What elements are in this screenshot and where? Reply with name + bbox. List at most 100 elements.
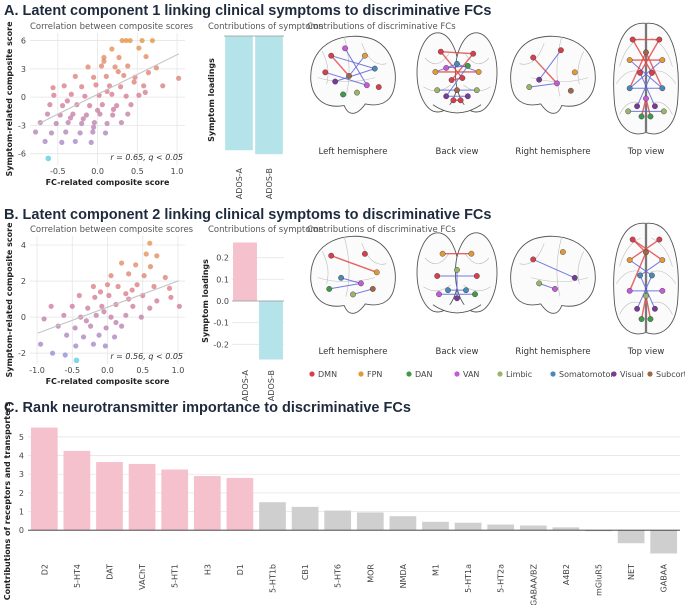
- data-point: [63, 129, 69, 135]
- brain-node: [652, 305, 658, 312]
- data-point: [116, 54, 122, 61]
- category-label: ADOS-B: [265, 168, 274, 199]
- x-tick-label: 0.0: [91, 167, 104, 176]
- brain-back-view: Back view: [416, 32, 498, 157]
- fc-edge: [325, 71, 368, 86]
- data-point: [42, 138, 48, 145]
- data-point: [59, 139, 65, 145]
- y-tick-label: -2: [18, 349, 26, 358]
- data-point: [104, 120, 110, 127]
- sulcus-line: [424, 253, 450, 264]
- sulcus-line: [519, 43, 545, 65]
- brain-node: [560, 249, 566, 255]
- data-point: [80, 116, 86, 122]
- legend-label: Visual: [620, 370, 644, 379]
- brain-left-view: Left hemisphere: [310, 235, 396, 357]
- data-point: [110, 106, 117, 112]
- sulcus-line: [343, 236, 350, 297]
- brain-node: [659, 257, 666, 263]
- data-point: [88, 139, 94, 145]
- legend-label: VAN: [463, 370, 479, 379]
- category-label: 5-HT1b: [269, 564, 278, 593]
- category-label: CB1: [301, 564, 310, 580]
- legend-item: FPN: [358, 370, 382, 379]
- data-point: [50, 85, 56, 91]
- fc-edge: [629, 259, 653, 276]
- data-point: [125, 63, 131, 69]
- brain-node: [436, 291, 442, 298]
- sulcus-line: [577, 51, 585, 85]
- fc-edge: [639, 275, 656, 309]
- data-point: [168, 294, 174, 300]
- legend-label: DMN: [318, 370, 337, 379]
- data-point: [53, 120, 59, 127]
- panel-a-title: A. Latent component 1 linking clinical s…: [4, 3, 491, 19]
- data-point: [82, 93, 88, 99]
- data-point: [123, 93, 129, 99]
- neurotransmitter-bar: [650, 530, 678, 554]
- data-point: [136, 45, 142, 51]
- sulcus-line: [317, 277, 376, 283]
- brain-node: [350, 291, 356, 298]
- brain-node: [454, 87, 460, 94]
- data-point: [151, 283, 157, 290]
- neurotransmitter-bars: 0 1 2 3 4 5 D2 5-HT4 DAT VAChT 5-HT1 H3 D1 5-HT1b CB1 5…: [3, 402, 680, 605]
- data-point: [133, 262, 139, 268]
- data-point: [147, 264, 154, 270]
- sulcus-line: [577, 251, 585, 285]
- legend-swatch: [497, 371, 503, 377]
- legend-swatch: [309, 371, 315, 377]
- category-label: VAChT: [138, 564, 147, 590]
- y-tick-label: 3: [21, 65, 26, 74]
- fc-edge: [348, 55, 366, 77]
- data-point: [64, 332, 70, 338]
- brain-node: [354, 89, 360, 96]
- neurotransmitter-bar: [96, 462, 123, 531]
- brain-node: [638, 113, 645, 120]
- brain-node: [472, 291, 478, 298]
- brain-node: [558, 47, 564, 54]
- data-point: [118, 323, 125, 329]
- sulcus-line: [321, 51, 329, 85]
- category-label: 5-HT6: [334, 564, 343, 588]
- view-label: Top view: [627, 147, 665, 157]
- data-point: [160, 83, 166, 89]
- data-point: [115, 283, 121, 290]
- fc-edge: [645, 98, 652, 117]
- brain-outline: [454, 232, 498, 313]
- legend-item: DAN: [406, 370, 432, 379]
- brain-node: [571, 69, 578, 76]
- data-point: [125, 111, 131, 117]
- view-label: Top view: [627, 347, 665, 357]
- sulcus-line: [530, 77, 589, 83]
- brain-node: [629, 236, 636, 243]
- fc-edge: [636, 72, 653, 107]
- data-point: [101, 58, 107, 64]
- brain-node: [434, 87, 441, 94]
- fc-edge: [639, 39, 660, 74]
- sulcus-line: [464, 53, 490, 64]
- data-point: [123, 291, 129, 297]
- data-point: [61, 312, 67, 318]
- brain-node: [358, 280, 364, 287]
- x-axis-label: FC-related composite score: [46, 377, 170, 386]
- data-point: [121, 72, 127, 79]
- legend-swatch: [647, 371, 653, 377]
- loadings-a-title: Contributions of symptoms: [208, 22, 324, 32]
- brain-node: [629, 36, 636, 43]
- data-point: [141, 273, 147, 279]
- brain-b-title: Contributions of discriminative FCs: [307, 225, 456, 235]
- fc-edge: [629, 59, 663, 89]
- data-point: [114, 103, 120, 109]
- y-tick-label: 0.2: [216, 254, 229, 263]
- brain-node: [638, 316, 645, 322]
- data-point: [143, 251, 149, 257]
- brain-node: [468, 250, 475, 257]
- data-point: [69, 303, 75, 309]
- sulcus-line: [424, 53, 450, 64]
- data-point: [85, 64, 91, 70]
- y-tick-label: -0.1: [213, 319, 229, 328]
- legend-item: Subcortical: [647, 370, 685, 379]
- category-label: 5-HT4: [73, 564, 82, 588]
- data-point: [49, 350, 56, 356]
